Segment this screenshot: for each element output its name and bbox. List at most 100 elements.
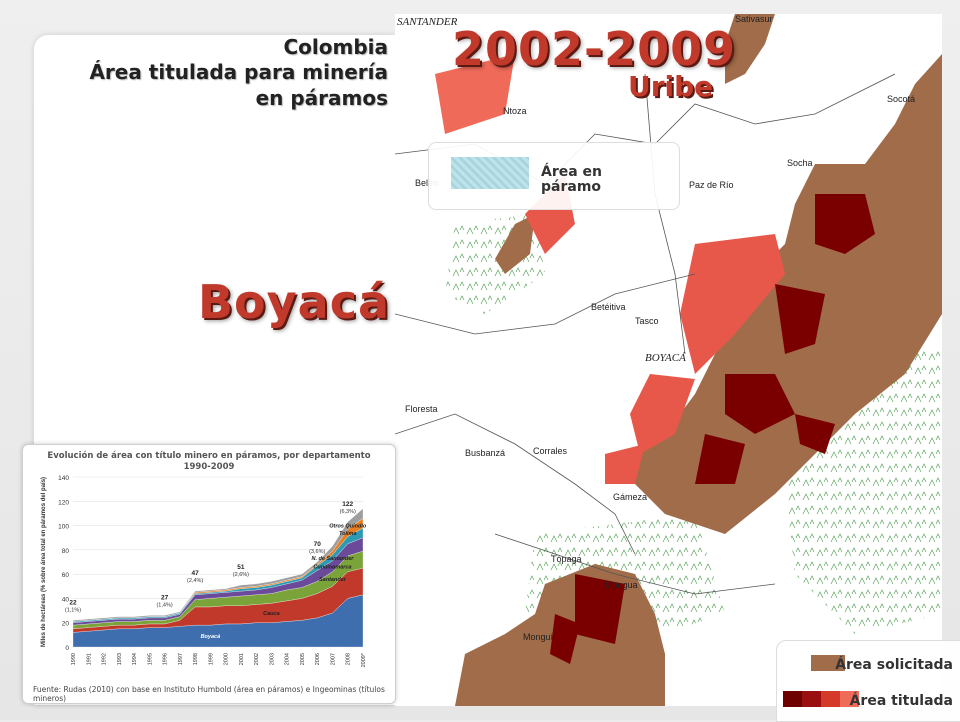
titled-area-dark xyxy=(725,374,795,434)
town-topaga: Tópaga xyxy=(551,554,582,564)
map: SANTANDER BOYACÁ Sativasur Socotá Socha … xyxy=(395,14,942,706)
series-label: Boyacá xyxy=(201,634,221,640)
town-mongua: Mongua xyxy=(605,580,638,590)
requested-area xyxy=(495,214,535,274)
requested-swatch xyxy=(811,655,845,671)
annotation-pct: (1,1%) xyxy=(65,607,81,613)
annotation-pct: (2,4%) xyxy=(187,578,203,584)
department-title: Boyacá xyxy=(198,275,390,329)
x-tick-label: 1995 xyxy=(147,653,153,665)
titled-area-dark xyxy=(815,194,875,254)
chart-title-block: Evolución de área con título minero en p… xyxy=(23,451,395,473)
label-santander: SANTANDER xyxy=(397,16,458,28)
requested-area xyxy=(725,14,775,84)
y-tick-label: 120 xyxy=(58,499,69,506)
y-tick-label: 80 xyxy=(62,548,70,555)
title-block: Colombia Área titulada para minería en p… xyxy=(89,35,388,111)
titled-area-dark xyxy=(775,284,825,354)
x-tick-label: 1990 xyxy=(71,653,77,665)
chart-source: Fuente: Rudas (2010) con base en Institu… xyxy=(33,685,385,703)
annotation-value: 122 xyxy=(342,501,353,508)
president-label: Uribe xyxy=(628,70,714,103)
titled-area-light xyxy=(605,444,645,484)
country-title: Colombia xyxy=(283,35,388,59)
y-tick-label: 40 xyxy=(62,596,70,603)
town-gameza: Gámeza xyxy=(613,492,648,502)
x-tick-label: 2008 xyxy=(346,653,352,665)
x-tick-label: 2006 xyxy=(315,653,321,665)
town-paz-de-rio: Paz de Río xyxy=(689,180,734,190)
x-tick-label: 1999 xyxy=(208,653,214,665)
boundary-line xyxy=(395,413,636,555)
area-chart: 0 20 40 60 80 100 120 140 Miles de hectáreas (% … xyxy=(41,475,367,667)
series-label: Cauca xyxy=(263,611,280,617)
paramo-legend-label: Área en páramo xyxy=(541,164,603,195)
boundary-line xyxy=(395,273,696,335)
series-label: Tolima xyxy=(339,531,357,537)
town-mongui: Monguí xyxy=(523,632,554,642)
x-tick-label: 2002 xyxy=(254,653,260,665)
x-tick-label: 1997 xyxy=(178,653,184,665)
y-tick-label: 140 xyxy=(58,475,69,482)
titled-area-light xyxy=(435,54,515,134)
map-canvas xyxy=(395,14,942,706)
annotation-pct: (3,6%) xyxy=(309,549,325,555)
x-tick-label: 1998 xyxy=(193,653,199,665)
y-tick-label: 20 xyxy=(62,621,70,628)
x-tick-label: 2009* xyxy=(361,652,367,667)
town-tasco: Tasco xyxy=(635,316,659,326)
x-tick-label: 1994 xyxy=(132,653,138,665)
y-tick-label: 60 xyxy=(62,572,70,579)
town-socha: Socha xyxy=(787,158,813,168)
x-tick-label: 1991 xyxy=(86,653,92,665)
period-title: 2002-2009 xyxy=(452,22,737,76)
titled-area-dark xyxy=(550,614,580,664)
town-sativasur: Sativasur xyxy=(735,14,773,24)
town-belen: Belén xyxy=(415,178,439,188)
label-boyaca: BOYACÁ xyxy=(645,352,686,364)
subtitle-line-1: Área titulada para minería xyxy=(89,60,388,84)
x-tick-label: 2005 xyxy=(300,653,306,665)
boundary-line xyxy=(644,73,686,355)
chart-subtitle: 1990-2009 xyxy=(183,462,235,472)
titled-area-dark xyxy=(575,574,625,644)
y-axis-label: Miles de hectáreas (% sobre área total e… xyxy=(41,477,47,647)
x-tick-label: 2001 xyxy=(239,653,245,665)
subtitle-line-2: en páramos xyxy=(255,86,388,110)
town-beteitiva: Betéitiva xyxy=(591,302,626,312)
annotation-value: 22 xyxy=(69,599,77,606)
annotation-value: 47 xyxy=(191,570,199,577)
town-corrales: Corrales xyxy=(533,446,568,456)
titled-area-dark xyxy=(795,414,835,454)
annotation-pct: (6,3%) xyxy=(340,509,356,515)
chart-card: Evolución de área con título minero en p… xyxy=(22,444,396,704)
series-label: N. de Santander xyxy=(312,556,355,562)
annotation-value: 51 xyxy=(237,564,245,571)
series-label: Cundinamarca xyxy=(313,564,351,570)
x-tick-label: 2003 xyxy=(269,653,275,665)
y-tick-label: 100 xyxy=(58,524,69,531)
town-socota: Socotá xyxy=(887,94,916,104)
boundary-line xyxy=(494,533,776,595)
x-tick-label: 2000 xyxy=(224,653,230,665)
annotation-value: 70 xyxy=(314,541,322,548)
series-label: Santander xyxy=(319,577,347,583)
x-tick-label: 1992 xyxy=(102,653,108,665)
titled-area-light xyxy=(630,374,695,454)
x-tick-label: 1996 xyxy=(163,653,169,665)
town-ntoza: Ntoza xyxy=(503,106,527,116)
series-label: Otros Quindío xyxy=(329,524,367,530)
paramo-swatch xyxy=(451,157,529,189)
x-tick-label: 2007 xyxy=(330,653,336,665)
paramo-legend: Área en páramo xyxy=(428,142,680,210)
annotation-value: 27 xyxy=(161,594,169,601)
town-busbanza: Busbanzá xyxy=(465,448,506,458)
y-tick-label: 0 xyxy=(65,645,69,652)
town-floresta: Floresta xyxy=(405,404,438,414)
annotation-pct: (2,6%) xyxy=(233,572,249,578)
titled-legend-label: Área titulada xyxy=(849,693,953,709)
titled-swatch xyxy=(783,691,859,707)
annotation-pct: (1,4%) xyxy=(156,602,172,608)
series-area xyxy=(72,508,364,622)
titled-area-dark xyxy=(695,434,745,484)
